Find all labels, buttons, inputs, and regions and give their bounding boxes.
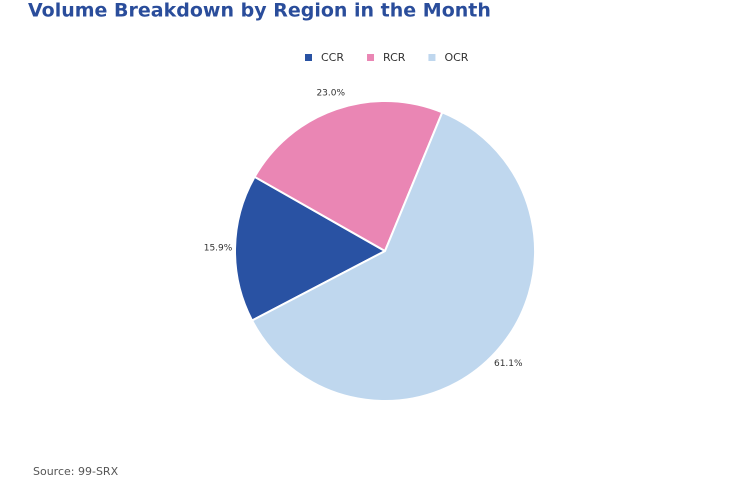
legend-swatch (305, 54, 312, 61)
data-label: 15.9% (204, 244, 233, 254)
pie-slice (250, 111, 536, 402)
source: Source: 99-SRX (33, 465, 119, 478)
legend-label: OCR (444, 51, 468, 64)
chart-title: Volume Breakdown by Region in the Month (28, 0, 491, 22)
data-label: 61.1% (494, 359, 523, 369)
legend-swatch (367, 54, 375, 61)
legend-swatch (428, 54, 436, 61)
pie-slice (253, 100, 444, 253)
pie-slice (234, 175, 388, 322)
legend-label: CCR (321, 51, 344, 64)
data-label: 23.0% (316, 89, 345, 99)
legend-label: RCR (383, 51, 406, 64)
